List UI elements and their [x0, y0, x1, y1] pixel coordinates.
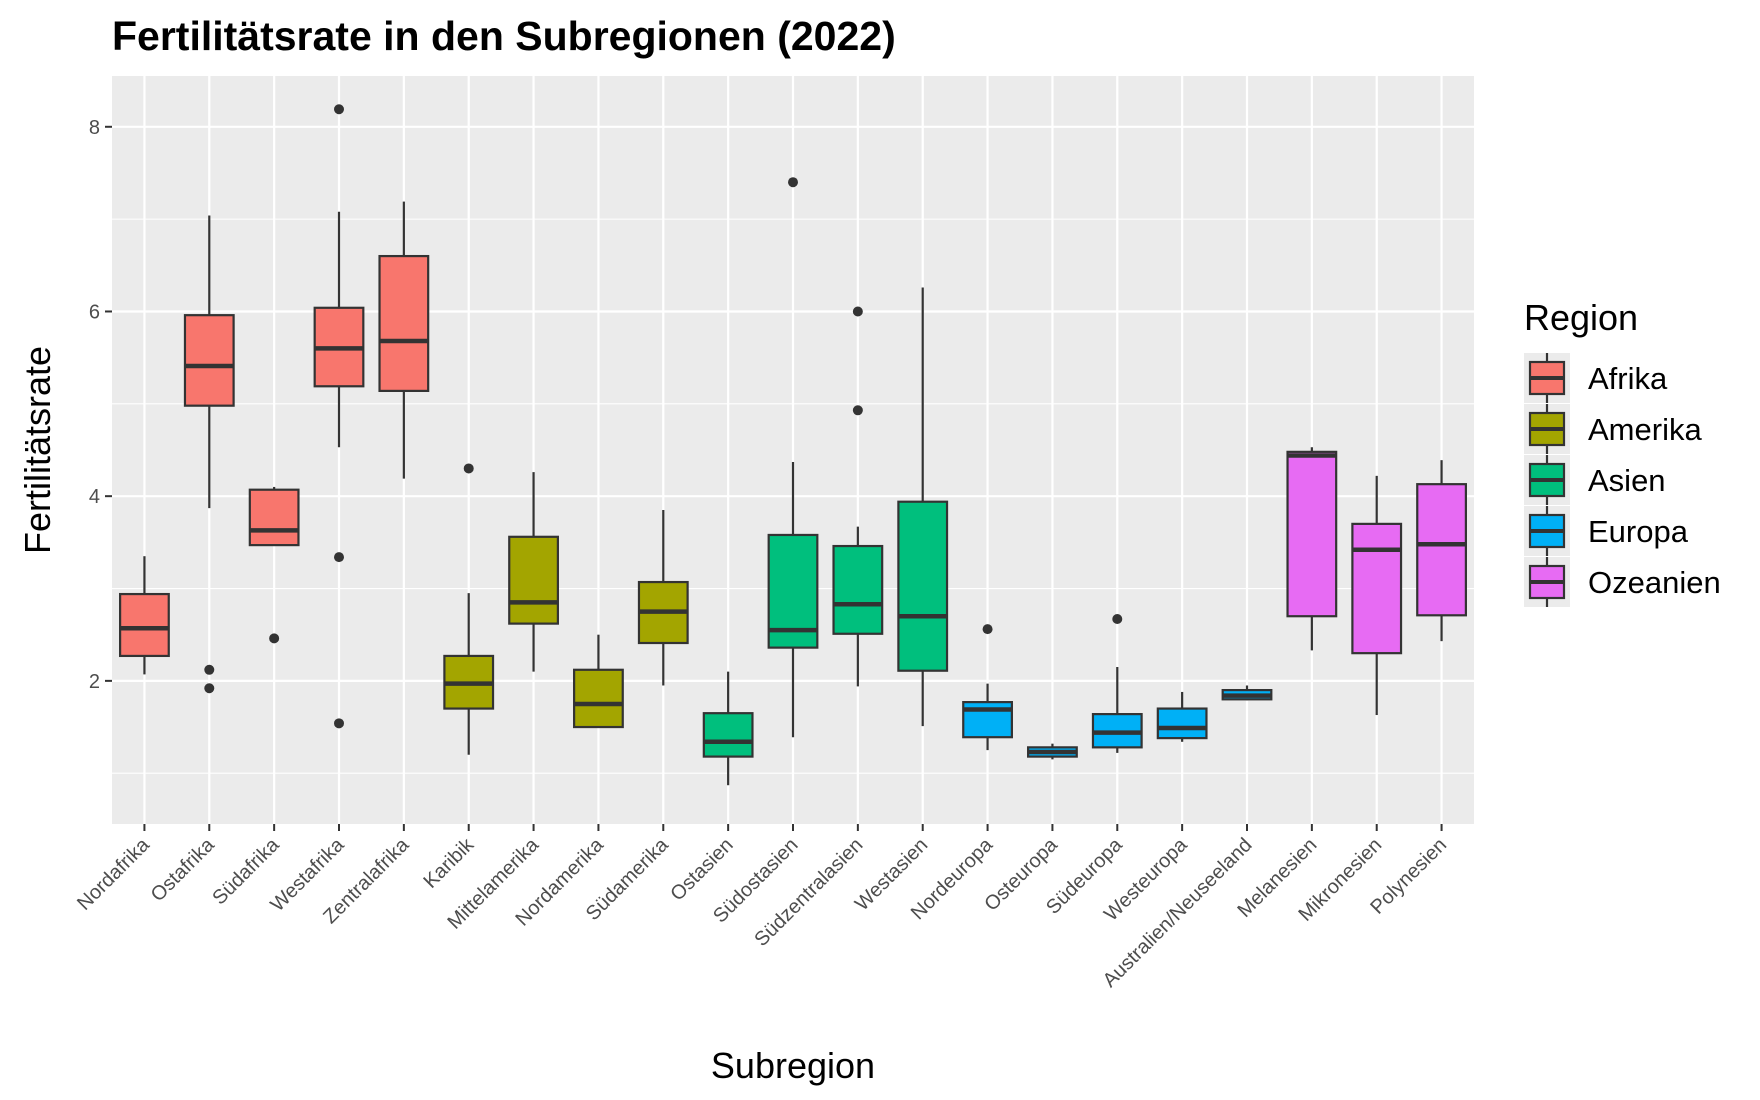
box-group: [573, 634, 624, 729]
outlier-point: [204, 664, 215, 675]
outlier-point: [334, 718, 344, 729]
box-group: [248, 486, 300, 644]
box: [248, 488, 300, 547]
box-group: [1091, 613, 1143, 753]
outlier-point: [269, 633, 280, 644]
box: [1351, 522, 1403, 655]
box: [897, 500, 949, 672]
legend-entry: Europa: [1524, 506, 1689, 556]
y-tick-label: 6: [89, 301, 100, 323]
box-group: [313, 104, 365, 729]
legend: Region Afrika Amerika Asien Europa Ozeanien: [1524, 297, 1721, 607]
legend-entries: Afrika Amerika Asien Europa Ozeanien: [1524, 353, 1721, 607]
legend-entry: Afrika: [1524, 353, 1668, 403]
y-tick-label: 4: [89, 486, 100, 508]
outlier-point: [852, 405, 863, 416]
x-tick-label: Nordafrika: [73, 833, 154, 914]
y-axis-title: Fertilitätsrate: [17, 346, 58, 554]
box-group: [897, 287, 949, 727]
box-group: [1416, 460, 1467, 642]
legend-title: Region: [1524, 297, 1638, 338]
box: [378, 254, 430, 392]
y-axis: 2 4 6 8: [89, 117, 112, 693]
legend-label: Europa: [1588, 514, 1689, 549]
box-group: [1286, 447, 1338, 651]
box-group: [183, 215, 235, 694]
outlier-point: [204, 683, 215, 694]
legend-label: Ozeanien: [1588, 565, 1721, 600]
outlier-point: [852, 306, 863, 317]
outlier-point: [788, 177, 798, 188]
chart-title: Fertilitätsrate in den Subregionen (2022…: [112, 13, 896, 59]
outlier-point: [1112, 613, 1123, 624]
legend-label: Afrika: [1588, 361, 1668, 396]
outlier-point: [334, 104, 344, 115]
x-axis: NordafrikaOstafrikaSüdafrikaWestafrikaZe…: [73, 824, 1451, 992]
box-group: [767, 177, 819, 738]
x-axis-title: Subregion: [711, 1045, 875, 1086]
box: [702, 712, 754, 758]
box: [183, 314, 235, 407]
box-group: [1027, 743, 1078, 760]
x-tick-label: Karibik: [419, 833, 478, 892]
box: [508, 535, 559, 625]
legend-entry: Amerika: [1524, 404, 1702, 454]
box: [1156, 707, 1208, 740]
box-group: [1156, 691, 1208, 742]
outlier-point: [463, 463, 474, 474]
box-group: [962, 624, 1013, 751]
box-group: [637, 510, 689, 686]
legend-entry: Ozeanien: [1524, 557, 1721, 607]
box-group: [702, 671, 754, 786]
box: [573, 668, 624, 729]
box-group: [1351, 475, 1403, 716]
x-tick-label: Südzentralasien: [750, 834, 867, 951]
box-group: [832, 306, 884, 687]
outlier-point: [334, 552, 344, 563]
boxes: [119, 104, 1467, 786]
box-group: [1221, 685, 1273, 701]
box-group: [443, 463, 495, 755]
box: [1416, 483, 1467, 617]
legend-label: Amerika: [1588, 412, 1702, 447]
y-tick-label: 8: [89, 117, 100, 139]
legend-label: Asien: [1588, 463, 1666, 498]
box: [832, 544, 884, 635]
box-group: [119, 556, 170, 675]
box: [119, 592, 170, 658]
y-tick-label: 2: [89, 671, 100, 693]
outlier-point: [982, 624, 993, 635]
box-group: [508, 472, 559, 672]
box-group: [378, 201, 430, 479]
box: [1286, 450, 1338, 618]
legend-entry: Asien: [1524, 455, 1666, 505]
